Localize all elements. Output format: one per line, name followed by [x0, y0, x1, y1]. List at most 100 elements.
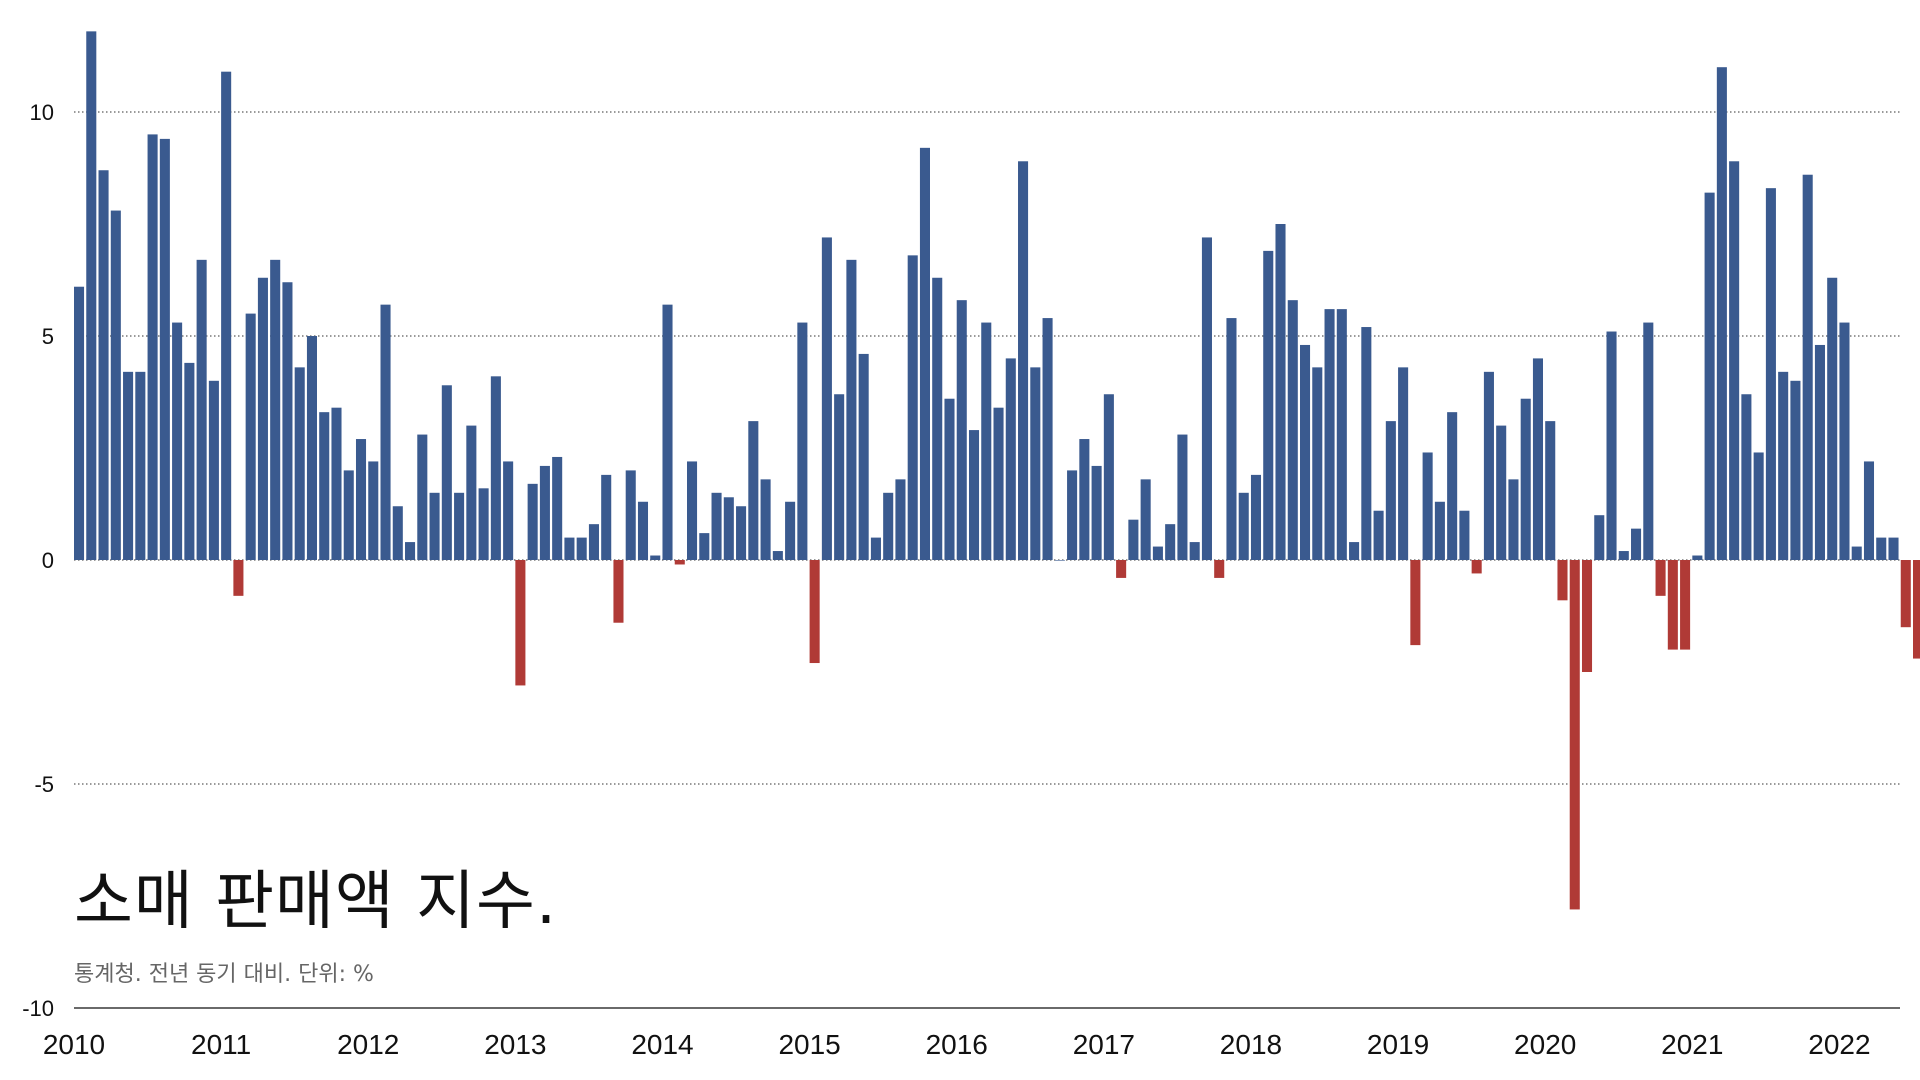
bar: [86, 31, 97, 561]
bar: [184, 362, 195, 560]
x-tick-label: 2018: [1220, 1029, 1282, 1060]
bar: [355, 439, 367, 560]
bar: [981, 322, 992, 560]
bar: [1913, 560, 1920, 659]
bar: [834, 394, 845, 560]
bar: [821, 237, 832, 560]
bar: [245, 313, 256, 560]
bar: [1422, 452, 1433, 560]
y-tick-label: 5: [42, 324, 54, 349]
bar: [1189, 542, 1200, 560]
bar: [1876, 537, 1887, 560]
bar: [809, 560, 820, 664]
bar: [564, 537, 575, 560]
bar: [1655, 560, 1666, 596]
bar: [1005, 358, 1016, 560]
y-axis-ticks: 10 5 0 -5 -10: [22, 100, 54, 1021]
bar: [1778, 371, 1789, 560]
bar: [993, 407, 1004, 560]
bar: [1152, 546, 1163, 560]
bar: [1827, 277, 1838, 560]
bar: [1643, 322, 1654, 560]
bar: [282, 282, 293, 560]
bar: [478, 488, 489, 560]
bar: [1631, 528, 1642, 560]
bar: [306, 336, 317, 560]
title-block: 소매 판매액 지수. 통계청. 전년 동기 대비. 단위: %: [74, 870, 557, 988]
x-tick-label: 2022: [1808, 1029, 1870, 1060]
bar: [1385, 421, 1396, 560]
bar: [1606, 331, 1617, 560]
bar: [1214, 560, 1225, 578]
y-tick-label: 0: [42, 548, 54, 573]
bar: [968, 430, 980, 560]
bar: [1618, 551, 1629, 560]
bar: [1680, 560, 1691, 650]
bar: [1238, 492, 1249, 560]
bar: [1410, 560, 1421, 646]
bar: [919, 147, 930, 560]
bar: [1532, 358, 1543, 560]
x-tick-label: 2012: [337, 1029, 399, 1060]
bar: [1814, 344, 1825, 560]
bar: [1741, 394, 1752, 560]
bar: [135, 371, 146, 560]
bar: [380, 304, 391, 560]
bars: [74, 31, 1920, 910]
bar: [797, 322, 808, 560]
bar: [1042, 318, 1053, 560]
bar: [1349, 542, 1360, 560]
bar: [662, 304, 673, 560]
y-tick-label: -5: [34, 772, 54, 797]
bar: [1140, 479, 1151, 560]
bar: [1177, 434, 1188, 560]
bar: [110, 210, 121, 560]
bar: [1802, 174, 1813, 560]
bar: [1275, 224, 1286, 560]
bar: [1888, 537, 1899, 560]
bar: [1520, 398, 1531, 560]
x-axis-ticks: 2010 2011 2012 2013 2014 2015 2016 2017 2018 2019…: [43, 1029, 1871, 1060]
bar: [846, 259, 857, 560]
bar: [1704, 192, 1715, 560]
bar: [956, 300, 967, 560]
bar: [907, 255, 918, 561]
bar: [1361, 327, 1372, 560]
bar: [699, 533, 710, 560]
bar: [1018, 161, 1029, 560]
bar: [650, 555, 661, 560]
bar: [674, 560, 685, 565]
bar: [1165, 524, 1176, 560]
bar: [1753, 452, 1764, 560]
bar: [870, 537, 881, 560]
x-tick-label: 2011: [191, 1029, 251, 1060]
bar: [1790, 380, 1801, 560]
bar: [405, 542, 416, 560]
x-tick-label: 2010: [43, 1029, 105, 1060]
bar: [1226, 318, 1237, 560]
chart-subtitle: 통계청. 전년 동기 대비. 단위: %: [74, 962, 374, 987]
bar: [343, 470, 354, 560]
bar: [1716, 67, 1727, 560]
y-tick-label: -10: [22, 996, 54, 1021]
bar: [454, 492, 465, 560]
bar: [441, 385, 452, 560]
bar: [1471, 560, 1482, 574]
y-tick-label: 10: [30, 100, 54, 125]
bar: [625, 470, 636, 560]
bar: [760, 479, 771, 560]
bar: [392, 506, 403, 560]
bar: [159, 138, 170, 560]
x-tick-label: 2014: [631, 1029, 693, 1060]
bar: [527, 483, 538, 560]
bar: [687, 461, 698, 560]
bar: [233, 560, 244, 596]
bar: [601, 474, 612, 560]
bar: [1545, 421, 1556, 560]
bar: [1324, 309, 1335, 560]
bar: [490, 376, 501, 560]
bar: [1557, 560, 1568, 601]
bar: [772, 551, 783, 560]
bar: [1729, 161, 1740, 560]
bar: [1851, 546, 1862, 560]
